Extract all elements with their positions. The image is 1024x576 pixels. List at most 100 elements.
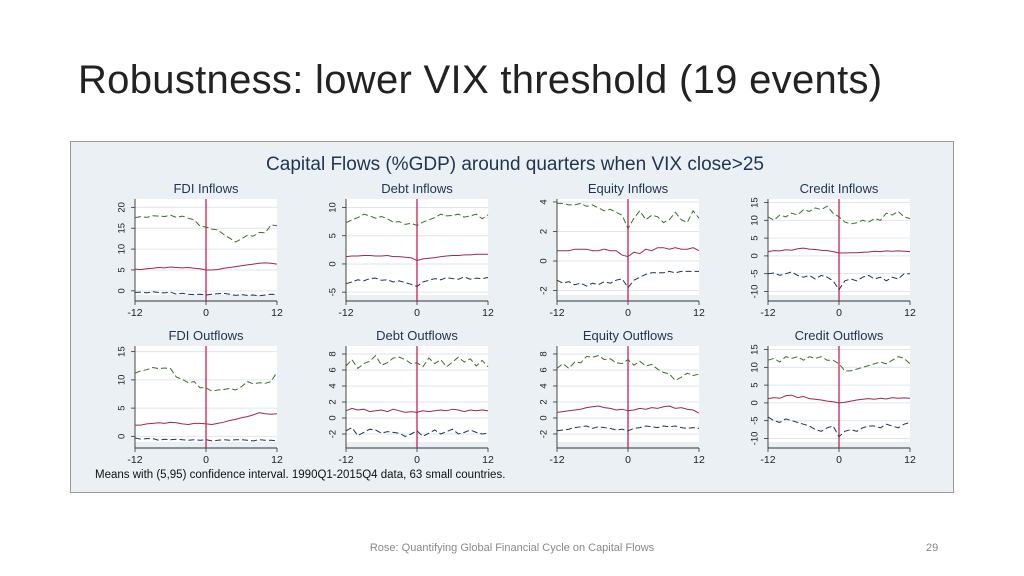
y-tick-label: 2: [539, 229, 550, 234]
x-tick-label: 0: [414, 307, 420, 319]
x-tick-label: 12: [482, 454, 494, 466]
y-tick-label: -2: [328, 430, 339, 438]
series-line-mean: [767, 394, 911, 404]
y-tick-label: 15: [750, 197, 761, 208]
y-tick-label: 10: [117, 244, 128, 255]
chart-title: Credit Outflows: [795, 328, 884, 343]
series-line-upper-band: [345, 213, 489, 227]
series-line-upper-band: [134, 214, 278, 243]
y-tick-label: 5: [328, 233, 339, 238]
x-tick-label: -12: [338, 454, 353, 466]
figure: Capital Flows (%GDP) around quarters whe…: [95, 154, 916, 481]
x-tick-label: 0: [203, 307, 209, 319]
chart-panel-debt-inflows: Debt Inflows -5 0 5 10 -12 0 12: [328, 181, 494, 319]
series-line-mean: [556, 405, 700, 414]
series-line-mean: [345, 253, 488, 262]
y-tick-label: 0: [539, 415, 550, 420]
series-line-lower-band: [345, 426, 489, 438]
y-tick-label: 0: [328, 261, 339, 266]
x-tick-label: 0: [414, 454, 420, 466]
page-number: 29: [926, 542, 939, 554]
series-line-upper-band: [767, 356, 911, 372]
chart-title: Equity Outflows: [583, 328, 674, 343]
series-line-lower-band: [134, 291, 278, 297]
y-tick-label: 10: [750, 215, 761, 226]
y-tick-label: 2: [328, 399, 339, 404]
series-line-mean: [345, 407, 489, 413]
y-tick-label: 8: [539, 351, 550, 356]
series-line-lower-band: [556, 425, 700, 432]
y-tick-label: 15: [750, 344, 761, 355]
y-tick-label: 0: [117, 288, 128, 293]
x-tick-label: -12: [549, 454, 564, 466]
x-tick-label: 0: [625, 307, 631, 319]
chart-title: Credit Inflows: [800, 181, 879, 196]
y-tick-label: 6: [539, 367, 550, 372]
y-tick-label: -2: [539, 430, 550, 438]
y-tick-label: 0: [750, 400, 761, 405]
x-tick-label: -12: [760, 454, 775, 466]
x-tick-label: 12: [693, 454, 705, 466]
chart-title: FDI Outflows: [168, 328, 244, 343]
figure-note: Means with (5,95) confidence interval. 1…: [95, 469, 505, 481]
series-line-lower-band: [767, 271, 910, 291]
y-tick-label: 0: [539, 258, 550, 263]
series-line-mean: [767, 247, 911, 254]
y-tick-label: 4: [328, 383, 339, 388]
x-tick-label: 12: [693, 307, 705, 319]
chart-title: FDI Inflows: [173, 181, 239, 196]
x-tick-label: 12: [271, 454, 283, 466]
y-tick-label: 4: [539, 199, 550, 204]
y-tick-label: -5: [750, 269, 761, 277]
x-tick-label: 0: [625, 454, 631, 466]
chart-title: Equity Inflows: [588, 181, 669, 196]
x-tick-label: -12: [549, 307, 564, 319]
series-line-upper-band: [767, 205, 911, 225]
x-tick-label: 12: [482, 307, 494, 319]
y-tick-label: 0: [750, 253, 761, 258]
y-tick-label: 15: [117, 346, 128, 357]
series-line-lower-band: [345, 276, 489, 288]
chart-panel-credit-outflows: Credit Outflows -10 -5 0 5 10 15 -12 0 12: [750, 328, 916, 466]
chart-panel-fdi-outflows: FDI Outflows 0 5 10 15 -12 0 12: [117, 328, 283, 466]
x-tick-label: 12: [904, 454, 916, 466]
y-tick-label: 20: [117, 202, 128, 213]
y-tick-label: 4: [539, 383, 550, 388]
series-line-mean: [134, 262, 278, 271]
series-line-upper-band: [556, 355, 700, 382]
y-tick-label: 0: [117, 434, 128, 439]
x-tick-label: 0: [836, 307, 842, 319]
x-tick-label: -12: [127, 454, 142, 466]
y-tick-label: 8: [328, 351, 339, 356]
series-line-lower-band: [767, 416, 911, 438]
footer-text: Rose: Quantifying Global Financial Cycle…: [369, 542, 655, 554]
chart-panel-fdi-inflows: FDI Inflows 0 5 10 15 20 -12 0 12: [117, 181, 283, 319]
y-tick-label: -5: [750, 416, 761, 424]
series-line-lower-band: [134, 437, 278, 442]
chart-title: Debt Inflows: [381, 181, 453, 196]
y-tick-label: 10: [117, 375, 128, 386]
x-tick-label: 0: [203, 454, 209, 466]
y-tick-label: 10: [750, 362, 761, 373]
y-tick-label: 5: [750, 382, 761, 387]
x-tick-label: -12: [760, 307, 775, 319]
x-tick-label: 12: [904, 307, 916, 319]
figure-title: Capital Flows (%GDP) around quarters whe…: [266, 154, 764, 175]
y-tick-label: 5: [117, 267, 128, 272]
x-tick-label: -12: [338, 307, 353, 319]
y-tick-label: -5: [328, 288, 339, 296]
y-tick-label: 2: [539, 399, 550, 404]
x-tick-label: 12: [271, 307, 283, 319]
y-tick-label: -10: [750, 432, 761, 446]
x-tick-label: -12: [127, 307, 142, 319]
y-tick-label: 5: [117, 405, 128, 410]
y-tick-label: 10: [328, 202, 339, 213]
y-tick-label: -10: [750, 285, 761, 299]
chart-title: Debt Outflows: [376, 328, 458, 343]
chart-panel-credit-inflows: Credit Inflows -10 -5 0 5 10 15 -12 0 12: [750, 181, 916, 319]
y-tick-label: 0: [328, 415, 339, 420]
y-tick-label: 6: [328, 367, 339, 372]
series-line-upper-band: [345, 354, 489, 370]
chart-panel-equity-outflows: Equity Outflows -2 0 2 4 6 8 -12 0 12: [539, 328, 705, 466]
